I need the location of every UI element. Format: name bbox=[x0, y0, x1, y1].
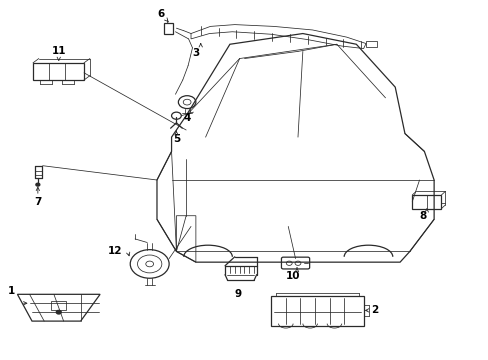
Text: 4: 4 bbox=[183, 113, 190, 123]
Text: 1: 1 bbox=[8, 287, 15, 296]
Text: 9: 9 bbox=[234, 289, 241, 299]
Text: 10: 10 bbox=[285, 271, 300, 281]
Text: 3: 3 bbox=[192, 48, 199, 58]
Text: 2: 2 bbox=[370, 305, 377, 315]
Text: 8: 8 bbox=[419, 211, 426, 221]
Text: 7: 7 bbox=[34, 197, 41, 207]
Text: 6: 6 bbox=[157, 9, 164, 19]
Text: 12: 12 bbox=[107, 247, 122, 256]
Text: 5: 5 bbox=[172, 134, 180, 144]
Circle shape bbox=[36, 183, 40, 186]
Circle shape bbox=[56, 310, 61, 314]
Text: 11: 11 bbox=[51, 46, 66, 56]
